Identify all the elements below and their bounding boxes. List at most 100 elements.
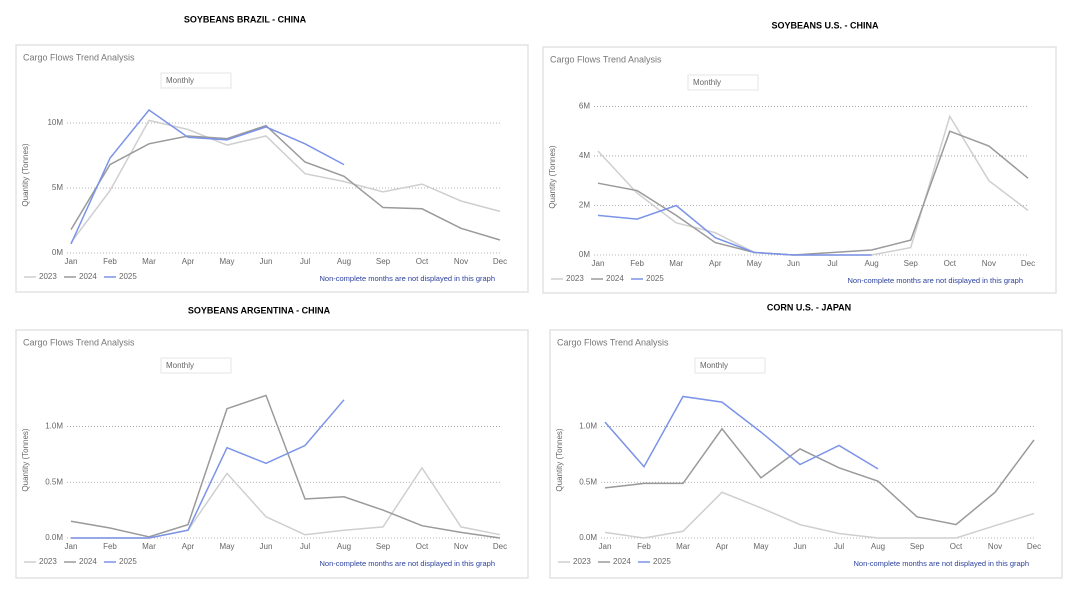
dropdown[interactable] — [160, 72, 232, 89]
y-tick-label: 0.5M — [579, 477, 597, 486]
y-tick-label: 10M — [47, 118, 63, 127]
card-title: Cargo Flows Trend Analysis — [550, 54, 662, 64]
card-title: Cargo Flows Trend Analysis — [23, 52, 135, 62]
x-tick-label: Jul — [827, 259, 837, 268]
y-tick-label: 4M — [579, 151, 590, 160]
legend-label: 2024 — [79, 272, 97, 281]
legend-label: 2025 — [119, 272, 137, 281]
series-line — [70, 124, 501, 241]
note: Non-complete months are not displayed in… — [319, 559, 495, 568]
legend-label: 2023 — [566, 274, 584, 283]
x-tick-label: Aug — [871, 542, 885, 551]
x-tick-label: Dec — [1027, 542, 1041, 551]
x-tick-label: Oct — [944, 259, 957, 268]
x-tick-label: Feb — [103, 257, 117, 266]
card — [549, 329, 1063, 579]
dropdown-label: Monthly — [700, 361, 728, 370]
x-tick-label: Sep — [376, 257, 391, 266]
y-tick-label: 6M — [579, 102, 590, 111]
x-tick-label: Jun — [787, 259, 800, 268]
series-line — [70, 108, 345, 245]
card — [15, 329, 529, 579]
chart-heading: SOYBEANS U.S. - CHINA — [771, 20, 879, 30]
x-tick-label: Apr — [182, 542, 195, 551]
x-tick-label: Sep — [904, 259, 919, 268]
legend-label: 2023 — [39, 272, 57, 281]
card — [15, 44, 529, 293]
x-tick-label: Aug — [865, 259, 879, 268]
legend-label: 2023 — [573, 557, 591, 566]
x-tick-label: Apr — [716, 542, 729, 551]
y-axis-label: Quantity (Tonnes) — [21, 428, 30, 491]
x-tick-label: Jun — [260, 257, 273, 266]
x-tick-label: Mar — [669, 259, 683, 268]
x-tick-label: Nov — [982, 259, 996, 268]
x-tick-label: Dec — [493, 542, 507, 551]
note: Non-complete months are not displayed in… — [319, 274, 495, 283]
x-tick-label: Sep — [376, 542, 391, 551]
series-line — [70, 119, 501, 244]
x-tick-label: May — [219, 542, 234, 551]
dropdown[interactable] — [694, 357, 766, 374]
card — [542, 46, 1057, 294]
x-tick-label: Nov — [454, 542, 468, 551]
chart-heading: SOYBEANS BRAZIL - CHINA — [184, 14, 307, 24]
series-line — [71, 399, 345, 539]
y-axis-label: Quantity (Tonnes) — [21, 143, 30, 206]
x-tick-label: May — [747, 259, 762, 268]
card-title: Cargo Flows Trend Analysis — [557, 337, 669, 347]
x-tick-label: Jun — [260, 542, 273, 551]
y-tick-label: 0.5M — [45, 477, 63, 486]
x-tick-label: Mar — [142, 542, 156, 551]
x-tick-label: Jan — [592, 259, 605, 268]
note: Non-complete months are not displayed in… — [847, 276, 1023, 285]
x-tick-label: Jun — [794, 542, 807, 551]
x-tick-label: Apr — [709, 259, 722, 268]
dropdown-label: Monthly — [166, 361, 194, 370]
x-tick-label: Oct — [950, 542, 963, 551]
legend-label: 2024 — [606, 274, 624, 283]
legend-label: 2024 — [613, 557, 631, 566]
x-tick-label: Dec — [493, 257, 507, 266]
dropdown[interactable] — [160, 357, 232, 374]
series-line — [604, 427, 1035, 526]
x-tick-label: Apr — [182, 257, 195, 266]
y-tick-label: 1.0M — [579, 422, 597, 431]
dropdown[interactable] — [687, 74, 759, 91]
x-tick-label: Feb — [637, 542, 651, 551]
note: Non-complete months are not displayed in… — [853, 559, 1029, 568]
y-tick-label: 0M — [52, 248, 63, 257]
y-axis-label: Quantity (Tonnes) — [555, 428, 564, 491]
x-tick-label: Aug — [337, 542, 351, 551]
x-tick-label: May — [219, 257, 234, 266]
x-tick-label: May — [753, 542, 768, 551]
x-tick-label: Jan — [65, 542, 78, 551]
x-tick-label: Jul — [300, 257, 310, 266]
x-tick-label: Mar — [676, 542, 690, 551]
legend-label: 2025 — [119, 557, 137, 566]
y-tick-label: 0.0M — [45, 533, 63, 542]
series-line — [70, 394, 501, 539]
x-tick-label: Oct — [416, 257, 429, 266]
x-tick-label: Jan — [65, 257, 78, 266]
series-line — [604, 491, 1035, 539]
dropdown-label: Monthly — [693, 78, 721, 87]
y-tick-label: 0M — [579, 250, 590, 259]
chart-heading: CORN U.S. - JAPAN — [767, 302, 851, 312]
x-tick-label: Oct — [416, 542, 429, 551]
y-tick-label: 0.0M — [579, 533, 597, 542]
legend-label: 2023 — [39, 557, 57, 566]
x-tick-label: Mar — [142, 257, 156, 266]
legend-label: 2024 — [79, 557, 97, 566]
y-axis-label: Quantity (Tonnes) — [548, 145, 557, 208]
series-line — [597, 130, 1029, 256]
x-tick-label: Jan — [599, 542, 612, 551]
x-tick-label: Aug — [337, 257, 351, 266]
x-tick-label: Dec — [1021, 259, 1035, 268]
x-tick-label: Nov — [454, 257, 468, 266]
x-tick-label: Nov — [988, 542, 1002, 551]
x-tick-label: Feb — [103, 542, 117, 551]
x-tick-label: Feb — [630, 259, 644, 268]
legend-label: 2025 — [653, 557, 671, 566]
